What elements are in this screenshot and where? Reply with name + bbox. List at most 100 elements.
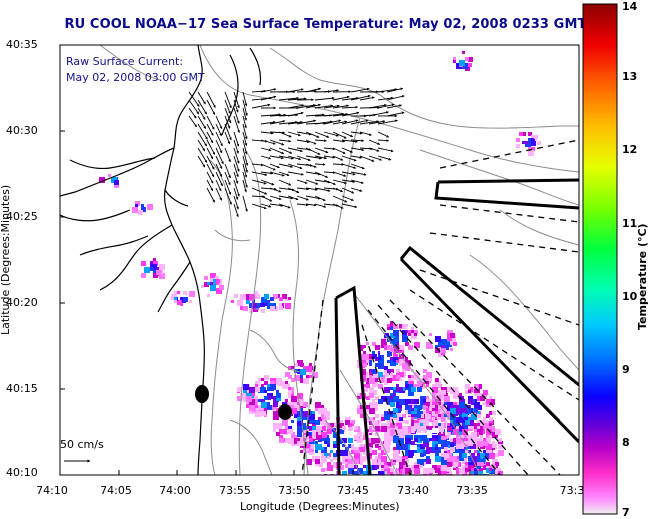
sst-pixel <box>360 414 364 418</box>
sst-pixel <box>267 387 271 391</box>
current-vector <box>260 179 275 186</box>
current-vector <box>314 155 328 160</box>
sst-pixel <box>276 390 279 393</box>
sst-pixel <box>393 396 399 402</box>
sst-pixel <box>468 396 473 401</box>
sst-pixel <box>312 411 315 414</box>
sst-pixel <box>297 393 303 399</box>
sst-pixel <box>441 393 446 398</box>
sst-pixel <box>426 384 429 387</box>
current-vector <box>206 115 215 130</box>
radar-dashed-lines <box>301 139 579 475</box>
sst-pixel <box>432 465 437 470</box>
sst-pixel <box>423 453 426 456</box>
sst-pixel <box>390 429 395 434</box>
current-vector <box>287 155 302 161</box>
sst-pixel <box>390 360 396 366</box>
sst-pixel <box>414 468 420 474</box>
sst-pixel <box>210 285 216 291</box>
sst-pixel <box>378 420 381 423</box>
sst-pixel <box>441 348 446 353</box>
sst-pixel <box>477 426 480 429</box>
sst-pixel <box>387 339 390 342</box>
sst-pixel <box>378 471 384 475</box>
current-vector <box>287 147 303 153</box>
sst-pixel <box>417 438 422 443</box>
sst-pixel <box>444 447 448 451</box>
sst-pixel <box>420 465 423 468</box>
current-vector <box>215 179 222 192</box>
sst-pixel <box>231 300 234 303</box>
current-vector <box>332 95 350 101</box>
sst-pixel <box>312 426 316 430</box>
sst-pixel <box>321 456 326 461</box>
current-vector <box>305 187 318 191</box>
current-vector <box>350 139 365 143</box>
y-tick-label: 40:30 <box>6 124 38 137</box>
current-vector <box>251 203 267 210</box>
station-marker <box>278 404 292 420</box>
sst-pixel <box>387 432 390 435</box>
sst-pixel <box>465 444 468 447</box>
current-vector <box>377 96 394 101</box>
current-vector <box>260 163 276 171</box>
sst-pixel <box>279 438 284 443</box>
sst-pixel <box>450 444 454 448</box>
sst-pixel <box>420 459 425 464</box>
current-vector <box>278 96 300 101</box>
sst-pixel <box>303 411 309 417</box>
sst-pixel <box>249 405 255 411</box>
sst-pixel <box>450 348 453 351</box>
sst-pixel <box>537 141 541 145</box>
current-vector <box>296 187 310 191</box>
sst-pixel <box>438 432 441 435</box>
surface-current-vectors <box>188 87 405 218</box>
sst-pixel <box>360 456 366 462</box>
sst-pixel <box>495 453 499 457</box>
current-vector <box>251 187 268 195</box>
current-vector <box>233 139 239 154</box>
sst-pixel <box>372 480 375 483</box>
sst-pixel <box>450 402 453 405</box>
sst-pixel <box>330 477 335 482</box>
sst-pixel <box>492 444 496 448</box>
sst-pixel <box>453 402 457 406</box>
sst-pixel <box>438 423 441 426</box>
sst-pixel <box>369 393 374 398</box>
sst-pixel <box>450 408 456 414</box>
sst-pixel <box>393 330 399 336</box>
sst-pixel <box>384 411 388 415</box>
current-vector <box>296 104 316 109</box>
sst-pixel <box>396 369 400 373</box>
current-vector <box>314 96 335 101</box>
sst-pixel <box>297 417 301 421</box>
current-vector <box>350 94 371 101</box>
current-vector <box>197 155 206 168</box>
current-vector <box>368 139 381 145</box>
sst-pixel <box>456 477 462 483</box>
sst-pixel <box>255 381 260 386</box>
sst-pixel <box>357 459 362 464</box>
sst-pixel <box>477 396 482 401</box>
sst-pixel <box>390 333 395 338</box>
current-vector <box>341 131 354 138</box>
sst-pixel <box>456 408 462 414</box>
sst-pixel <box>414 465 419 470</box>
sst-pixel <box>246 393 249 396</box>
y-tick-label: 40:25 <box>6 210 38 223</box>
sst-pixel <box>528 150 534 156</box>
sst-pixel <box>360 348 363 351</box>
sst-pixel <box>375 480 379 484</box>
current-vector <box>296 131 312 136</box>
current-vector <box>323 131 339 137</box>
sst-pixel <box>453 57 456 60</box>
current-vector <box>269 187 282 193</box>
sst-pixel <box>99 177 105 183</box>
current-vector <box>260 171 274 175</box>
sst-pixel <box>369 360 372 363</box>
current-vector <box>278 139 292 143</box>
sst-pixel <box>315 402 321 408</box>
sst-pixel <box>399 387 403 391</box>
sst-pixel <box>285 426 289 430</box>
sst-pixel <box>426 477 431 482</box>
